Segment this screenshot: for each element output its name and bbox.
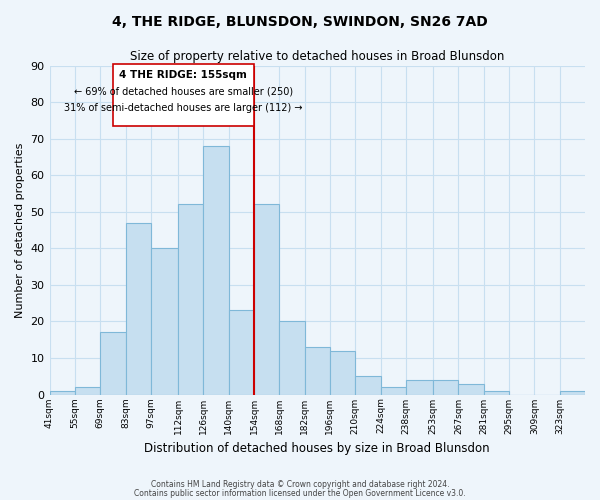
Bar: [380, 387, 406, 394]
Bar: [75, 387, 100, 394]
FancyBboxPatch shape: [113, 64, 254, 126]
Bar: [254, 204, 279, 394]
Bar: [433, 380, 458, 394]
Text: 31% of semi-detached houses are larger (112) →: 31% of semi-detached houses are larger (…: [64, 102, 302, 113]
X-axis label: Distribution of detached houses by size in Broad Blunsdon: Distribution of detached houses by size …: [145, 442, 490, 455]
Y-axis label: Number of detached properties: Number of detached properties: [15, 142, 25, 318]
Bar: [50, 391, 75, 394]
Title: Size of property relative to detached houses in Broad Blunsdon: Size of property relative to detached ho…: [130, 50, 505, 63]
Bar: [458, 384, 484, 394]
Text: 4 THE RIDGE: 155sqm: 4 THE RIDGE: 155sqm: [119, 70, 247, 80]
Bar: [484, 391, 509, 394]
Bar: [100, 332, 125, 394]
Bar: [151, 248, 178, 394]
Text: Contains public sector information licensed under the Open Government Licence v3: Contains public sector information licen…: [134, 488, 466, 498]
Text: ← 69% of detached houses are smaller (250): ← 69% of detached houses are smaller (25…: [74, 86, 293, 96]
Bar: [406, 380, 433, 394]
Text: 4, THE RIDGE, BLUNSDON, SWINDON, SN26 7AD: 4, THE RIDGE, BLUNSDON, SWINDON, SN26 7A…: [112, 15, 488, 29]
Bar: [305, 347, 330, 395]
Bar: [355, 376, 380, 394]
Bar: [203, 146, 229, 394]
Bar: [330, 350, 355, 395]
Bar: [125, 222, 151, 394]
Text: Contains HM Land Registry data © Crown copyright and database right 2024.: Contains HM Land Registry data © Crown c…: [151, 480, 449, 489]
Bar: [229, 310, 254, 394]
Bar: [279, 322, 305, 394]
Bar: [560, 391, 585, 394]
Bar: [178, 204, 203, 394]
